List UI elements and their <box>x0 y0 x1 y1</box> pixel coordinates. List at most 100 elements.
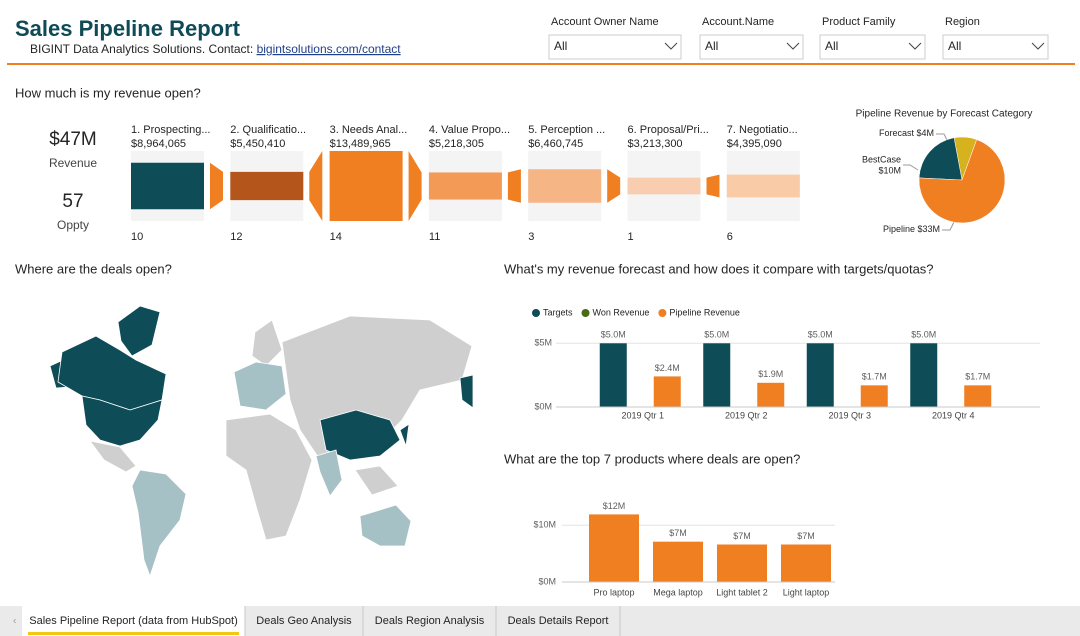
kpi-label: Oppty <box>57 218 89 232</box>
pie-value: $4M <box>916 128 934 138</box>
country[interactable] <box>459 374 474 409</box>
pie-slice <box>918 137 963 181</box>
x-tick-label: 2019 Qtr 2 <box>725 410 768 420</box>
x-tick-label: 2019 Qtr 4 <box>932 410 975 420</box>
data-label: $12M <box>603 501 626 511</box>
tab[interactable]: Deals Details Report <box>508 615 609 627</box>
data-label: $5.0M <box>704 330 729 340</box>
chevron <box>664 42 678 50</box>
legend-swatch <box>532 309 540 317</box>
stage-name: 2. Qualificatio... <box>230 124 306 136</box>
y-tick-label: $5M <box>534 338 552 348</box>
leader-line <box>942 219 956 231</box>
y-tick-label: $0M <box>538 576 556 586</box>
section-title: What's my revenue forecast and how does … <box>504 261 934 276</box>
data-label: $1.9M <box>758 369 783 379</box>
pie-label: Pipeline $33M <box>883 224 940 234</box>
stage-name: 1. Prospecting... <box>131 124 211 136</box>
section-title: Where are the deals open? <box>15 261 172 276</box>
pie-category: Forecast <box>879 128 915 138</box>
leader-line <box>903 164 919 171</box>
chevron <box>1031 42 1045 50</box>
x-tick-label: 2019 Qtr 3 <box>828 410 871 420</box>
funnel-bar <box>428 172 502 200</box>
bar <box>964 385 992 407</box>
filter-label: Account.Name <box>702 16 774 28</box>
stage-amount: $3,213,300 <box>628 138 683 150</box>
world-map <box>49 305 474 578</box>
data-label: $1.7M <box>862 372 887 382</box>
tab[interactable]: Deals Region Analysis <box>375 615 485 627</box>
country[interactable] <box>81 395 163 447</box>
pie-category: Pipeline <box>883 224 915 234</box>
country[interactable] <box>225 413 313 541</box>
country[interactable] <box>233 361 287 411</box>
country[interactable] <box>354 465 399 496</box>
dropdown[interactable] <box>819 34 926 60</box>
legend-label: Won Revenue <box>593 307 650 317</box>
tab[interactable]: Sales Pipeline Report (data from HubSpot… <box>29 615 238 627</box>
data-label: $5.0M <box>808 330 833 340</box>
country[interactable] <box>315 449 343 497</box>
chevron <box>786 42 800 50</box>
bar <box>717 544 767 582</box>
dropdown[interactable] <box>699 34 804 60</box>
dropdown-value: All <box>948 39 961 53</box>
dropdown[interactable] <box>548 34 682 60</box>
funnel-bar <box>726 174 800 198</box>
section-title: How much is my revenue open? <box>15 85 201 100</box>
data-label: $7M <box>733 531 751 541</box>
country[interactable] <box>89 440 137 473</box>
pie-value: $33M <box>917 224 940 234</box>
x-tick-label: Light laptop <box>783 587 830 597</box>
data-label: $5.0M <box>911 330 936 340</box>
funnel-bar <box>131 162 204 210</box>
stage-count: 1 <box>628 231 634 243</box>
filter-label: Region <box>945 16 980 28</box>
y-tick-label: $0M <box>534 401 552 411</box>
funnel-bar <box>627 177 701 195</box>
bar <box>703 343 731 407</box>
funnel-connector <box>408 151 422 221</box>
stage-amount: $6,460,745 <box>528 138 583 150</box>
tab-active <box>22 606 245 636</box>
kpi-value: $47M <box>49 129 97 150</box>
kpi-label: Revenue <box>49 156 97 170</box>
country[interactable] <box>131 469 187 578</box>
leader-line <box>936 133 949 143</box>
country[interactable] <box>117 305 161 357</box>
legend-label: Targets <box>543 307 573 317</box>
funnel-bar <box>528 169 602 203</box>
stage-count: 6 <box>727 231 733 243</box>
stage-name: 6. Proposal/Pri... <box>628 124 709 136</box>
dropdown-value: All <box>825 39 838 53</box>
country[interactable] <box>399 423 410 447</box>
bar <box>910 343 938 407</box>
data-label: $1.7M <box>965 372 990 382</box>
pie-value: $10M <box>878 165 901 175</box>
bar <box>757 382 785 407</box>
dropdown-value: All <box>705 39 718 53</box>
legend-label: Pipeline Revenue <box>669 307 740 317</box>
data-label: $7M <box>669 528 687 538</box>
country[interactable] <box>251 319 283 367</box>
x-tick-label: 2019 Qtr 1 <box>621 410 664 420</box>
stage-count: 14 <box>330 231 342 243</box>
bar <box>653 541 703 582</box>
subtitle-text: BIGINT Data Analytics Solutions. Contact… <box>30 42 253 56</box>
bar <box>589 514 639 582</box>
country[interactable] <box>359 504 412 547</box>
bar <box>860 385 888 407</box>
dropdown[interactable] <box>942 34 1049 60</box>
funnel-connector <box>607 169 621 203</box>
pie-category: BestCase <box>862 154 901 164</box>
stage-amount: $4,395,090 <box>727 138 782 150</box>
stage-amount: $5,218,305 <box>429 138 484 150</box>
contact-link[interactable]: bigintsolutions.com/contact <box>257 42 402 56</box>
tab[interactable]: Deals Geo Analysis <box>256 615 352 627</box>
stage-amount: $13,489,965 <box>330 138 391 150</box>
tab-scroll[interactable]: ‹ <box>13 616 16 627</box>
data-label: $7M <box>797 531 815 541</box>
